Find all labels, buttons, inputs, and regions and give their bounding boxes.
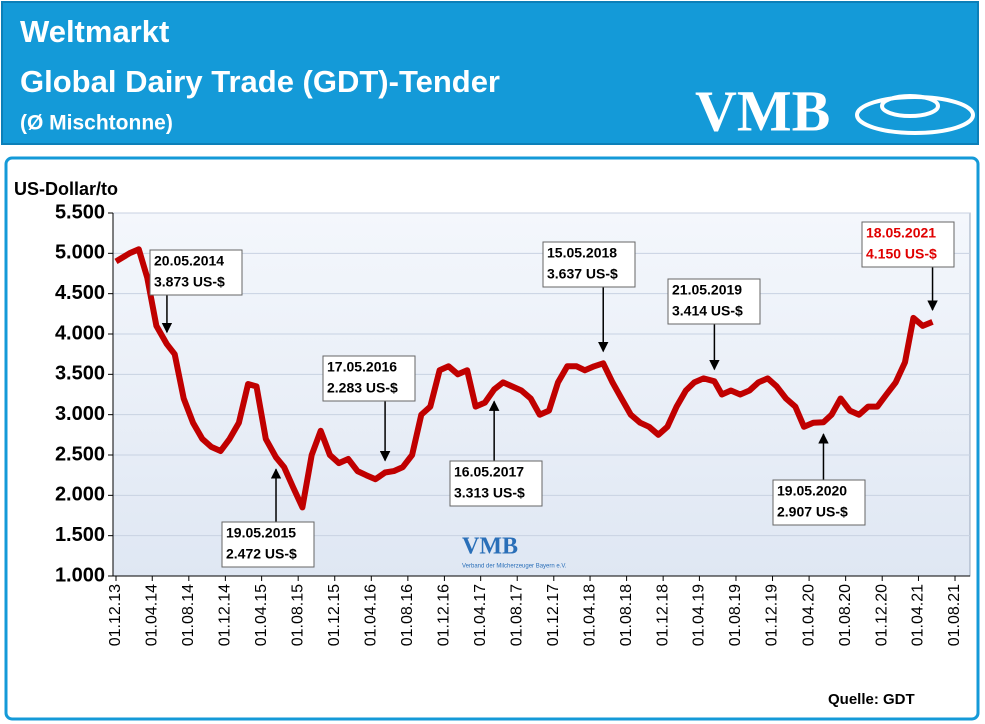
line-series: [114, 246, 934, 511]
y-tick-label: 1.500: [55, 524, 105, 546]
x-tick-label: 01.08.20: [837, 584, 854, 646]
annotation-label: 4.150 US-$: [866, 246, 937, 262]
y-tick-label: 5.000: [55, 242, 105, 264]
annotation-label: 3.873 US-$: [154, 274, 225, 290]
x-tick-label: 01.12.14: [217, 584, 234, 646]
annotation-date: 20.05.2014: [154, 253, 224, 269]
note: (Ø Mischtonne): [20, 112, 173, 135]
x-tick-label: 01.04.16: [363, 584, 380, 646]
y-tick-label: 1.000: [55, 564, 105, 586]
annotation-box: [221, 521, 315, 568]
y-tick-label: 3.500: [55, 363, 105, 385]
x-tick-label: 01.04.20: [800, 584, 817, 646]
y-tick-label: 4.000: [55, 322, 105, 344]
y-tick-label: 2.000: [55, 484, 105, 506]
x-tick-label: 01.04.19: [691, 584, 708, 646]
x-tick-label: 01.04.14: [143, 584, 160, 646]
annotation-box: [861, 221, 955, 268]
y-tick-label: 5.500: [55, 201, 105, 223]
x-tick-label: 01.04.18: [581, 584, 598, 646]
x-tick-label: 01.08.15: [289, 584, 306, 646]
x-tick-label: 01.12.17: [545, 584, 562, 646]
y-tick-label: 2.500: [55, 443, 105, 465]
annotation-label: 2.472 US-$: [226, 546, 297, 562]
x-tick-label: 01.08.14: [180, 584, 197, 646]
annotation-label: 2.283 US-$: [327, 380, 398, 396]
annotation-date: 19.05.2015: [226, 525, 296, 541]
annotation-label: 3.414 US-$: [672, 303, 743, 319]
x-tick-label: 01.08.18: [618, 584, 635, 646]
annotation-box: [322, 355, 416, 402]
annotation-date: 18.05.2021: [866, 225, 936, 241]
source: Quelle: GDT: [828, 691, 915, 708]
y-axis-label: US-Dollar/to: [14, 179, 118, 199]
annotation-label: 2.907 US-$: [777, 504, 848, 520]
annotation-date: 15.05.2018: [547, 245, 617, 261]
annotation-box: [542, 241, 636, 288]
x-tick-label: 01.12.18: [654, 584, 671, 646]
y-tick-label: 4.500: [55, 282, 105, 304]
x-tick-label: 01.12.15: [326, 584, 343, 646]
x-tick-label: 01.12.20: [873, 584, 890, 646]
annotation-date: 16.05.2017: [454, 464, 524, 480]
x-tick-label: 01.08.16: [399, 584, 416, 646]
x-tick-label: 01.08.17: [508, 584, 525, 646]
watermark: VMB: [462, 534, 518, 560]
logo-swoosh: [855, 94, 975, 135]
x-tick-label: 01.12.16: [436, 584, 453, 646]
annotation-box: [667, 278, 761, 325]
x-tick-label: 01.12.13: [107, 584, 124, 646]
annotation-date: 17.05.2016: [327, 359, 397, 375]
x-tick-label: 01.08.21: [946, 584, 963, 646]
annotation-date: 21.05.2019: [672, 282, 742, 298]
annotation-label: 3.637 US-$: [547, 266, 618, 282]
watermark-text: Verband der Milcherzeuger Bayern e.V.: [462, 564, 567, 570]
annotation-box: [772, 479, 866, 526]
x-tick-label: 01.08.19: [727, 584, 744, 646]
x-tick-label: 01.04.15: [253, 584, 270, 646]
x-tick-label: 01.04.21: [910, 584, 927, 646]
annotation-box: [149, 249, 243, 296]
annotation-label: 3.313 US-$: [454, 485, 525, 501]
annotation-date: 19.05.2020: [777, 483, 847, 499]
subtitle: Global Dairy Trade (GDT)-Tender: [20, 64, 500, 99]
annotation-box: [449, 460, 543, 507]
logo: VMB: [695, 78, 830, 143]
x-tick-label: 01.12.19: [764, 584, 781, 646]
title: Weltmarkt: [20, 14, 169, 49]
y-tick-label: 3.000: [55, 403, 105, 425]
x-tick-label: 01.04.17: [472, 584, 489, 646]
header-band: [1, 1, 979, 145]
